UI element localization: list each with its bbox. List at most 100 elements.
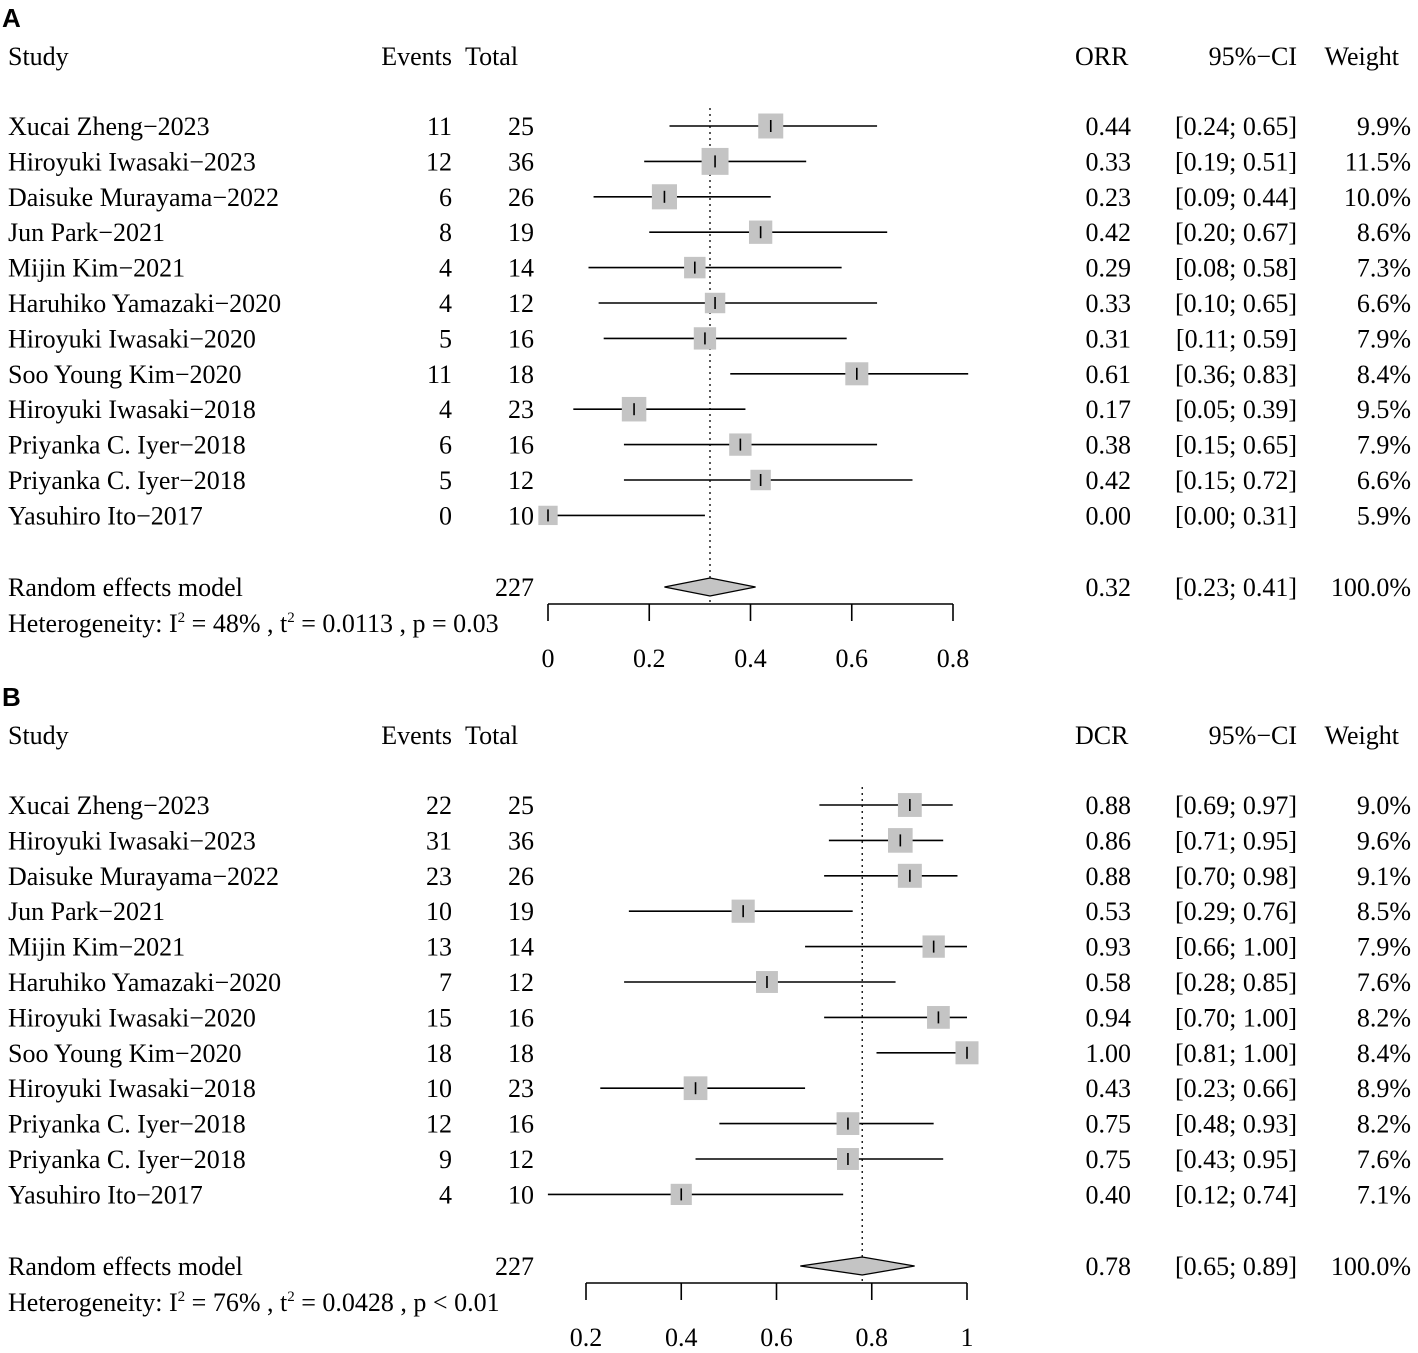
study-total: 12 [508,289,534,318]
weight-value: 7.9% [1357,933,1411,962]
study-total: 12 [508,968,534,997]
study-events: 12 [426,1110,452,1139]
heterogeneity-part: , p [393,609,432,638]
header-weight: Weight [1325,42,1400,71]
panel-label: B [2,682,21,712]
ci-value: [0.69; 0.97] [1175,791,1297,820]
study-name: Haruhiko Yamazaki−2020 [8,968,281,997]
ci-value: [0.15; 0.65] [1175,431,1297,460]
ci-value: [0.20; 0.67] [1175,218,1297,247]
study-events: 22 [426,791,452,820]
study-total: 25 [508,112,534,141]
study-events: 23 [426,862,452,891]
x-tick-label: 0.4 [734,644,767,673]
pooled-diamond [664,577,756,597]
forest-panel-b: B Study Events Total DCR 95%−CI Weight Xucai Zh… [2,682,1411,1352]
heterogeneity-part: I [163,1288,178,1317]
header-study: Study [8,721,69,750]
estimate-value: 0.93 [1086,933,1132,962]
pooled-label: Random effects model [8,573,243,602]
study-total: 12 [508,1145,534,1174]
study-events: 0 [439,501,452,530]
heterogeneity-part: Heterogeneity: [8,1288,163,1317]
weight-value: 5.9% [1357,501,1411,530]
heterogeneity-part: = [295,1288,323,1317]
study-name: Soo Young Kim−2020 [8,360,242,389]
study-events: 10 [426,897,452,926]
x-tick-label: 0.2 [570,1323,603,1352]
study-name: Daisuke Murayama−2022 [8,862,279,891]
study-row: Jun Park−2021 8 19 0.42 [0.20; 0.67] 8.6% [8,218,1411,247]
study-events: 8 [439,218,452,247]
study-name: Haruhiko Yamazaki−2020 [8,289,281,318]
ci-value: [0.81; 1.00] [1175,1039,1297,1068]
heterogeneity-part: 2 [178,1289,186,1305]
study-total: 16 [508,324,534,353]
estimate-value: 0.33 [1086,289,1132,318]
study-row: Mijin Kim−2021 13 14 0.93 [0.66; 1.00] 7.9% [8,933,1411,962]
ci-value: [0.29; 0.76] [1175,897,1297,926]
study-name: Hiroyuki Iwasaki−2018 [8,1074,256,1103]
x-tick-label: 0.4 [665,1323,698,1352]
study-events: 4 [439,289,452,318]
heterogeneity-part: 0.0428 [322,1288,394,1317]
ci-value: [0.19; 0.51] [1175,147,1297,176]
header-total: Total [465,42,518,71]
forest-panel-a: A Study Events Total ORR 95%−CI Weight Xucai Zh… [2,3,1411,673]
heterogeneity-part: I [163,609,178,638]
study-row: Hiroyuki Iwasaki−2018 4 23 0.17 [0.05; 0.39]… [8,395,1411,424]
estimate-value: 0.42 [1086,466,1132,495]
study-name: Xucai Zheng−2023 [8,791,210,820]
study-total: 10 [508,501,534,530]
estimate-value: 0.75 [1086,1110,1132,1139]
weight-value: 9.9% [1357,112,1411,141]
weight-value: 8.6% [1357,218,1411,247]
study-name: Yasuhiro Ito−2017 [8,501,203,530]
weight-value: 8.9% [1357,1074,1411,1103]
study-events: 4 [439,254,452,283]
study-row: Xucai Zheng−2023 11 25 0.44 [0.24; 0.65] 9.9% [8,112,1411,141]
heterogeneity-text: Heterogeneity: I2 = 76% , t2 = 0.0428 , … [8,1288,500,1317]
study-name: Hiroyuki Iwasaki−2020 [8,1003,256,1032]
ci-value: [0.71; 0.95] [1175,826,1297,855]
study-events: 4 [439,395,452,424]
study-row: Yasuhiro Ito−2017 4 10 0.40 [0.12; 0.74] 7.1% [8,1180,1411,1209]
x-tick-label: 0.2 [633,644,666,673]
estimate-value: 0.61 [1086,360,1132,389]
study-row: Haruhiko Yamazaki−2020 4 12 0.33 [0.10; 0.65… [8,289,1411,318]
pooled-row: Random effects model 227 0.78 [0.65; 0.89] 1… [8,1252,1411,1281]
pooled-row: Random effects model 227 0.32 [0.23; 0.41] 1… [8,573,1411,602]
weight-value: 9.0% [1357,791,1411,820]
header-estimate: ORR [1075,42,1129,71]
study-name: Yasuhiro Ito−2017 [8,1180,203,1209]
heterogeneity-part: = 0.03 [432,609,499,638]
study-name: Hiroyuki Iwasaki−2023 [8,147,256,176]
study-row: Jun Park−2021 10 19 0.53 [0.29; 0.76] 8.5% [8,897,1411,926]
estimate-value: 0.88 [1086,862,1132,891]
heterogeneity-part: 76% [213,1288,261,1317]
study-row: Priyanka C. Iyer−2018 9 12 0.75 [0.43; 0.95]… [8,1145,1411,1174]
ci-value: [0.09; 0.44] [1175,183,1297,212]
weight-value: 8.5% [1357,897,1411,926]
estimate-value: 0.75 [1086,1145,1132,1174]
ci-value: [0.36; 0.83] [1175,360,1297,389]
pooled-total: 227 [495,573,534,602]
ci-value: [0.48; 0.93] [1175,1110,1297,1139]
heterogeneity-part: = [185,609,213,638]
header-study: Study [8,42,69,71]
pooled-total: 227 [495,1252,534,1281]
study-total: 23 [508,1074,534,1103]
study-row: Hiroyuki Iwasaki−2020 5 16 0.31 [0.11; 0.59]… [8,324,1411,353]
study-row: Hiroyuki Iwasaki−2018 10 23 0.43 [0.23; 0.66… [8,1074,1411,1103]
study-name: Mijin Kim−2021 [8,933,185,962]
estimate-value: 0.88 [1086,791,1132,820]
study-name: Priyanka C. Iyer−2018 [8,466,246,495]
x-axis: 0 0.2 0.4 0.6 0.8 [542,603,969,673]
ci-value: [0.24; 0.65] [1175,112,1297,141]
weight-value: 8.4% [1357,360,1411,389]
pooled-weight: 100.0% [1331,1252,1411,1281]
x-tick-label: 0.6 [836,644,869,673]
pooled-estimate: 0.78 [1086,1252,1132,1281]
estimate-value: 0.00 [1086,501,1132,530]
study-name: Daisuke Murayama−2022 [8,183,279,212]
